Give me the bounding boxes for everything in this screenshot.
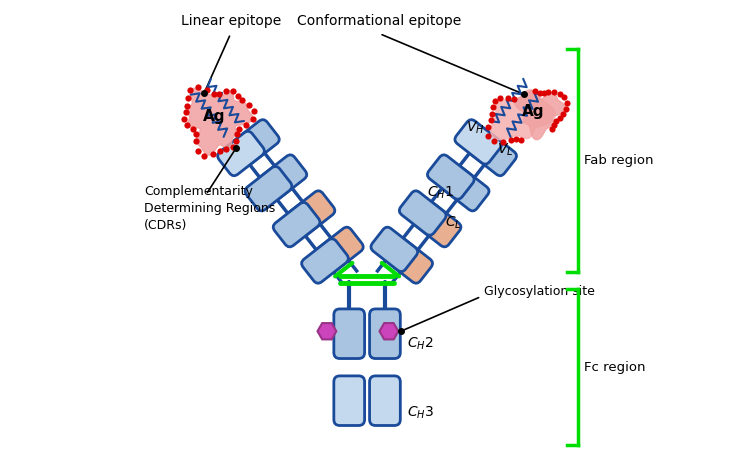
FancyBboxPatch shape <box>369 309 400 358</box>
FancyBboxPatch shape <box>273 202 320 247</box>
FancyBboxPatch shape <box>369 376 400 426</box>
FancyBboxPatch shape <box>414 202 461 247</box>
FancyBboxPatch shape <box>470 131 516 176</box>
FancyBboxPatch shape <box>400 191 446 235</box>
FancyBboxPatch shape <box>260 155 307 200</box>
Text: Fc region: Fc region <box>584 361 645 374</box>
Text: Ag: Ag <box>523 104 545 119</box>
Text: Complementarity
Determining Regions
(CDRs): Complementarity Determining Regions (CDR… <box>144 185 275 232</box>
Text: $C_H2$: $C_H2$ <box>407 336 434 352</box>
FancyBboxPatch shape <box>245 166 292 211</box>
FancyBboxPatch shape <box>317 227 363 272</box>
FancyBboxPatch shape <box>386 239 433 283</box>
Text: $C_H1$: $C_H1$ <box>427 184 454 201</box>
Polygon shape <box>187 88 253 155</box>
Text: $C_L$: $C_L$ <box>445 215 461 231</box>
Text: $V_L$: $V_L$ <box>498 141 513 157</box>
FancyBboxPatch shape <box>334 309 365 358</box>
Text: Ag: Ag <box>203 109 225 124</box>
Text: Linear epitope: Linear epitope <box>180 14 280 28</box>
FancyBboxPatch shape <box>428 155 474 200</box>
FancyBboxPatch shape <box>371 227 418 272</box>
Text: Glycosylation site: Glycosylation site <box>483 285 594 298</box>
FancyBboxPatch shape <box>302 239 348 283</box>
Text: $C_H3$: $C_H3$ <box>407 405 434 421</box>
FancyBboxPatch shape <box>232 119 279 164</box>
Text: Fab region: Fab region <box>584 154 654 167</box>
FancyBboxPatch shape <box>443 166 489 211</box>
Text: $V_H$: $V_H$ <box>467 119 485 136</box>
Polygon shape <box>491 90 555 140</box>
FancyBboxPatch shape <box>334 376 365 426</box>
FancyBboxPatch shape <box>455 119 501 164</box>
Text: Conformational epitope: Conformational epitope <box>297 14 461 28</box>
FancyBboxPatch shape <box>288 191 335 235</box>
Polygon shape <box>515 91 566 140</box>
FancyBboxPatch shape <box>218 131 265 176</box>
